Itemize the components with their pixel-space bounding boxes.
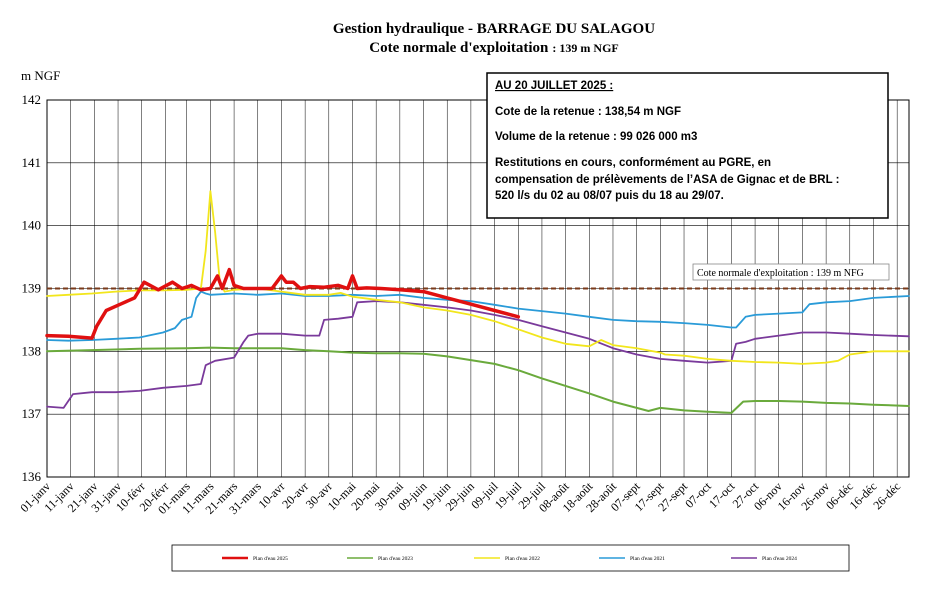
series-line-2025 xyxy=(45,267,521,340)
legend-label: Plan d'eau 2021 xyxy=(630,556,665,562)
reference-label-box: Cote normale d'exploitation : 139 m NFG xyxy=(692,263,890,281)
legend-label: Plan d'eau 2025 xyxy=(253,556,288,562)
series-lines xyxy=(45,190,910,414)
y-tick-label: 142 xyxy=(22,92,42,107)
info-heading: AU 20 JUILLET 2025 : xyxy=(495,80,613,92)
info-line-restitution-1: Restitutions en cours, conformément au P… xyxy=(495,157,771,169)
series-line-2021 xyxy=(46,290,910,342)
info-line-level: Cote de la retenue : 138,54 m NGF xyxy=(495,106,681,118)
subtitle-value: : 139 m NGF xyxy=(552,41,618,55)
series-line-2022 xyxy=(46,190,910,365)
legend-label: Plan d'eau 2024 xyxy=(762,556,797,562)
y-axis-ticks: 136 137 138 139 140 141 142 xyxy=(22,92,42,484)
reference-label: Cote normale d'exploitation : 139 m NFG xyxy=(697,268,864,279)
info-line-restitution-3: 520 l/s du 02 au 08/07 puis du 18 au 29/… xyxy=(495,190,724,202)
legend: Plan d'eau 2025 Plan d'eau 2023 Plan d'eau… xyxy=(171,544,850,572)
y-tick-label: 136 xyxy=(22,469,42,484)
y-tick-label: 140 xyxy=(22,218,42,233)
y-axis-label: m NGF xyxy=(21,68,60,83)
y-tick-label: 139 xyxy=(22,281,42,296)
legend-label: Plan d'eau 2022 xyxy=(505,556,540,562)
legend-label: Plan d'eau 2023 xyxy=(378,556,413,562)
y-tick-label: 141 xyxy=(22,155,42,170)
y-tick-label: 138 xyxy=(22,343,42,358)
subtitle-main: Cote normale d'exploitation xyxy=(369,40,549,56)
info-line-restitution-2: compensation de prélèvements de l’ASA de… xyxy=(495,174,839,186)
chart-subtitle: Cote normale d'exploitation: 139 m NGF xyxy=(369,40,618,56)
info-box: AU 20 JUILLET 2025 : Cote de la retenue … xyxy=(486,72,889,219)
info-line-volume: Volume de la retenue : 99 026 000 m3 xyxy=(495,131,697,143)
y-tick-label: 137 xyxy=(22,406,42,421)
chart-title: Gestion hydraulique - BARRAGE DU SALAGOU xyxy=(333,21,655,37)
series-line-2023 xyxy=(46,346,910,414)
